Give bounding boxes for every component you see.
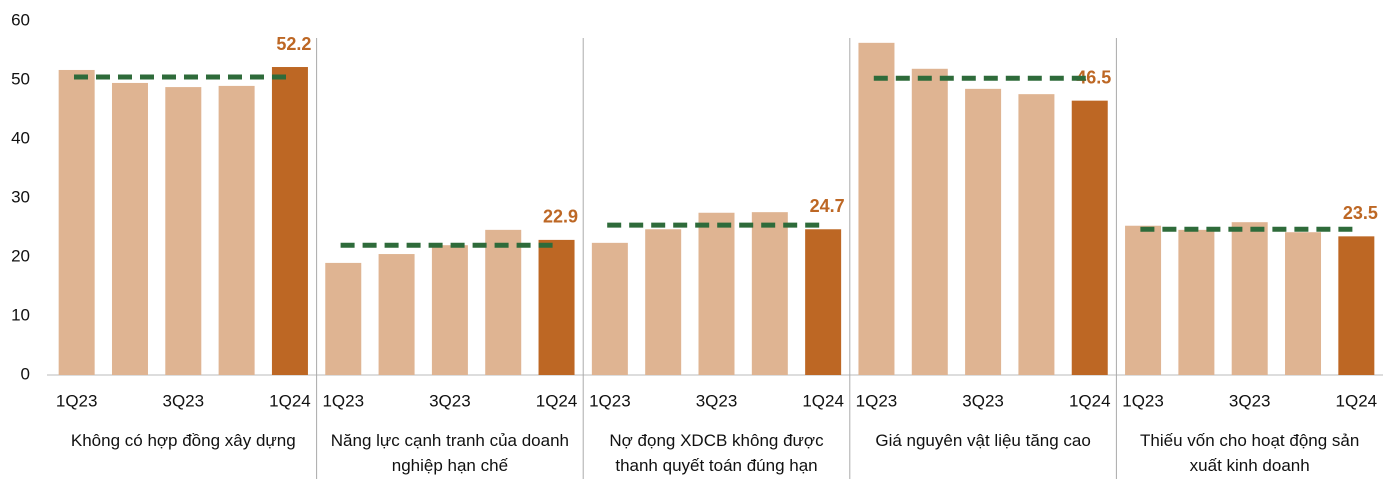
bar xyxy=(1178,229,1215,375)
x-tick-label: 1Q23 xyxy=(1122,391,1164,410)
y-tick-label: 30 xyxy=(11,187,30,206)
data-label: 24.7 xyxy=(810,196,845,216)
group-label: Không có hợp đồng xây dựng xyxy=(70,431,296,450)
x-tick-label: 3Q23 xyxy=(1229,391,1271,410)
x-tick-label: 3Q23 xyxy=(696,391,738,410)
bar xyxy=(751,212,788,375)
bar xyxy=(431,245,468,375)
x-tick-label: 1Q23 xyxy=(56,391,98,410)
y-tick-label: 20 xyxy=(11,246,30,265)
x-tick-label: 1Q23 xyxy=(322,391,364,410)
bar xyxy=(1285,232,1322,375)
bar xyxy=(485,229,522,375)
bar xyxy=(965,88,1002,375)
x-tick-label: 1Q23 xyxy=(589,391,631,410)
bar xyxy=(1338,236,1375,375)
x-tick-label: 1Q24 xyxy=(802,391,844,410)
bar xyxy=(698,212,735,375)
y-tick-label: 0 xyxy=(21,364,30,383)
data-label: 23.5 xyxy=(1343,203,1378,223)
x-tick-label: 3Q23 xyxy=(429,391,471,410)
bar xyxy=(165,87,202,375)
data-label: 46.5 xyxy=(1076,67,1111,87)
group-label: Nợ đọng XDCB không được thanh quyết toán… xyxy=(609,431,824,475)
bar xyxy=(645,229,682,375)
x-tick-label: 1Q24 xyxy=(536,391,578,410)
bar xyxy=(378,254,415,375)
bar xyxy=(591,242,628,375)
bar xyxy=(538,239,575,375)
bar xyxy=(218,85,255,376)
x-tick-label: 1Q24 xyxy=(1336,391,1378,410)
bar xyxy=(1071,100,1108,376)
bar xyxy=(271,67,308,376)
x-tick-label: 3Q23 xyxy=(163,391,205,410)
x-tick-label: 1Q24 xyxy=(1069,391,1111,410)
y-tick-label: 40 xyxy=(11,128,30,147)
bar xyxy=(58,69,95,375)
bar xyxy=(325,262,362,375)
bar xyxy=(1018,94,1055,375)
x-tick-label: 1Q24 xyxy=(269,391,311,410)
x-tick-label: 1Q23 xyxy=(856,391,898,410)
bar xyxy=(111,82,148,375)
data-label: 22.9 xyxy=(543,207,578,227)
x-tick-label: 3Q23 xyxy=(962,391,1004,410)
bar xyxy=(1231,222,1268,375)
bar xyxy=(1125,225,1162,375)
data-label: 52.2 xyxy=(276,34,311,54)
group-label: Giá nguyên vật liệu tăng cao xyxy=(875,431,1091,450)
group-label: Thiếu vốn cho hoạt động sản xuất kinh do… xyxy=(1140,431,1360,475)
bar xyxy=(805,229,842,375)
group-label: Năng lực cạnh tranh của doanh nghiệp hạn… xyxy=(330,431,569,475)
bar xyxy=(858,42,895,375)
y-tick-label: 10 xyxy=(11,305,30,324)
bar xyxy=(911,68,948,375)
y-tick-label: 50 xyxy=(11,69,30,88)
y-tick-label: 60 xyxy=(11,10,30,29)
